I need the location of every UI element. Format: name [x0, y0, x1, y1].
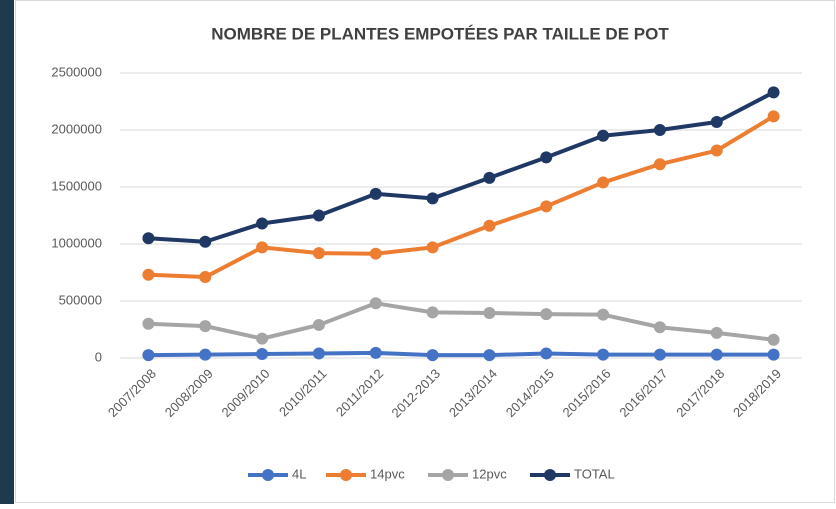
point	[142, 317, 155, 330]
point	[199, 320, 212, 333]
point	[540, 151, 553, 164]
point	[653, 321, 666, 334]
legend-label: 14pvc	[370, 466, 405, 481]
point	[142, 349, 155, 362]
point	[597, 308, 610, 321]
series-line	[148, 350, 774, 358]
point	[483, 219, 496, 232]
point	[426, 306, 439, 319]
legend-marker	[544, 469, 556, 481]
point	[369, 346, 382, 359]
series-line	[148, 90, 775, 244]
point	[653, 158, 666, 171]
legend-label: 4L	[292, 466, 306, 481]
point	[597, 176, 610, 189]
point	[426, 349, 439, 362]
point	[256, 348, 269, 361]
point	[256, 241, 269, 254]
point	[142, 268, 155, 281]
point	[653, 348, 666, 361]
point	[199, 235, 212, 248]
point	[710, 326, 723, 339]
point	[199, 348, 212, 361]
y-tick-label: 2500000	[51, 64, 102, 79]
chart-frame	[15, 0, 835, 503]
point	[540, 347, 553, 360]
y-tick-label: 2000000	[51, 121, 102, 136]
point	[540, 200, 553, 213]
point	[369, 247, 382, 260]
point	[256, 217, 269, 230]
point	[767, 86, 780, 99]
point	[767, 110, 780, 123]
point	[767, 333, 780, 346]
point	[710, 348, 723, 361]
point	[312, 209, 325, 222]
point	[597, 129, 610, 142]
point	[767, 348, 780, 361]
point	[540, 308, 553, 321]
y-tick-label: 1500000	[51, 178, 102, 193]
y-tick-label: 1000000	[51, 235, 102, 250]
point	[312, 247, 325, 260]
series-line	[148, 301, 774, 342]
legend-label: 12pvc	[472, 466, 507, 481]
point	[369, 187, 382, 200]
point	[653, 124, 666, 136]
legend-marker	[340, 469, 352, 481]
point	[199, 271, 212, 284]
point	[597, 348, 610, 361]
point	[369, 297, 382, 310]
point	[312, 347, 325, 360]
point	[710, 144, 723, 157]
legend-label: TOTAL	[574, 466, 615, 481]
point	[426, 241, 439, 254]
point	[256, 332, 269, 345]
chart-title: NOMBRE DE PLANTES EMPOTÉES PAR TAILLE DE…	[211, 24, 669, 43]
point	[142, 232, 155, 245]
y-tick-label: 500000	[59, 292, 102, 307]
y-tick-label: 0	[95, 349, 102, 364]
legend-marker	[262, 469, 274, 481]
point	[312, 318, 325, 331]
point	[483, 306, 496, 319]
side-strip	[0, 0, 14, 504]
point	[483, 171, 496, 184]
point	[426, 192, 439, 205]
series-line	[148, 114, 775, 280]
legend-marker	[442, 469, 454, 481]
point	[710, 116, 723, 129]
point	[483, 349, 496, 362]
